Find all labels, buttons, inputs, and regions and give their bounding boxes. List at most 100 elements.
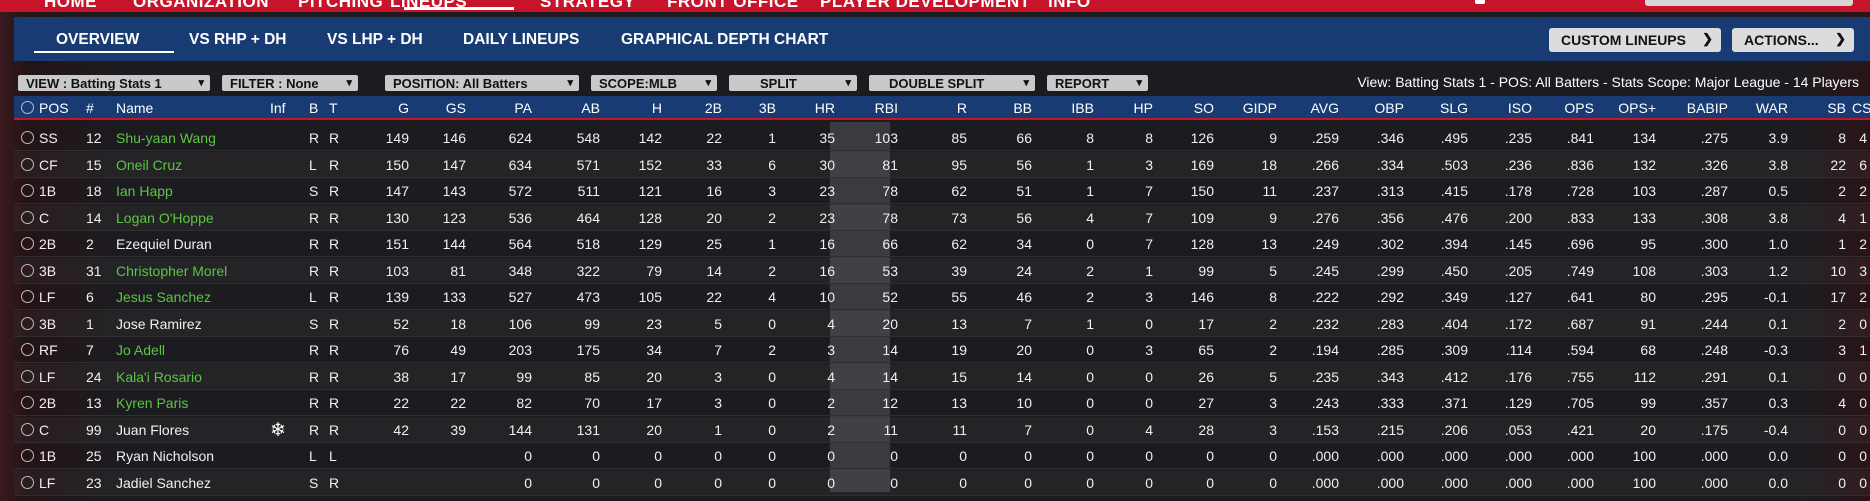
table-row[interactable]: 2B 13 Kyren Paris R R 22 22 82 70 17 3 0 2 12 13 10 0 0 27… — [14, 390, 1870, 416]
cell-name[interactable]: Ian Happ — [116, 183, 173, 199]
table-row[interactable]: LF 24 Kala'i Rosario R R 38 17 99 85 20 3 0 4 14 15 14 0… — [14, 364, 1870, 390]
cell-name[interactable]: Ryan Nicholson — [116, 448, 215, 464]
number-header[interactable]: # — [86, 100, 94, 116]
table-row[interactable]: SS 12 Shu-yaan Wang R R 149 146 624 548 142 22 1 35 1… — [14, 125, 1870, 151]
table-row[interactable]: 1B 25 Ryan Nicholson L L 0 0 0 0 0 0 0 0 0 0 0 0 0.000.00… — [14, 443, 1870, 469]
r-header[interactable]: R — [956, 100, 967, 116]
slg-header[interactable]: SLG — [1439, 100, 1468, 116]
ibb-header[interactable]: IBB — [1071, 100, 1094, 116]
2b-header[interactable]: 2B — [704, 100, 722, 116]
tab-vs-lhp-dh[interactable]: VS LHP + DH — [327, 31, 423, 48]
nav-pitching[interactable]: PITCHING — [298, 0, 384, 11]
split-dropdown[interactable]: SPLIT ▾ — [729, 75, 857, 91]
row-select-radio-icon[interactable] — [21, 264, 34, 277]
row-select-radio-icon[interactable] — [21, 476, 34, 489]
table-row[interactable]: CF 15 Oneil Cruz L R 150 147 634 571 152 33 6 30 81 95… — [14, 152, 1870, 178]
cs-header[interactable]: CS — [1852, 100, 1870, 116]
ops-plus-header[interactable]: OPS+ — [1618, 100, 1656, 116]
row-select-radio-icon[interactable] — [21, 449, 34, 462]
g-header[interactable]: G — [398, 100, 409, 116]
rbi-header[interactable]: RBI — [874, 100, 898, 116]
filter-dropdown[interactable]: FILTER : None ▾ — [222, 75, 358, 91]
row-select-radio-icon[interactable] — [21, 211, 34, 224]
table-row[interactable]: C 99 Juan Flores ❄ R R 42 39 144 131 20 1 0 2 11 11 7 0 4 2… — [14, 417, 1870, 443]
hp-header[interactable]: HP — [1133, 100, 1153, 116]
row-select-radio-icon[interactable] — [21, 317, 34, 330]
row-select-radio-icon[interactable] — [21, 158, 34, 171]
tab-overview[interactable]: OVERVIEW — [56, 31, 140, 48]
row-select-radio-icon[interactable] — [21, 237, 34, 250]
nav-player-development[interactable]: PLAYER DEVELOPMENT — [820, 0, 1031, 11]
nav-lineups[interactable]: LINEUPS — [390, 0, 468, 11]
row-select-radio-icon[interactable] — [21, 423, 34, 436]
table-row[interactable]: RF 7 Jo Adell R R 76 49 203 175 34 7 2 3 14 19 20 0 3 65 2.… — [14, 337, 1870, 363]
cell-name[interactable]: Jose Ramirez — [116, 316, 202, 332]
tab-graphical-depth-chart[interactable]: GRAPHICAL DEPTH CHART — [621, 31, 829, 48]
inf-header[interactable]: Inf — [270, 100, 286, 116]
h-header[interactable]: H — [651, 100, 662, 116]
babip-header[interactable]: BABIP — [1686, 100, 1728, 116]
gidp-header[interactable]: GIDP — [1242, 100, 1277, 116]
name-header[interactable]: Name — [116, 100, 154, 116]
t-header[interactable]: T — [329, 100, 338, 116]
nav-organization[interactable]: ORGANIZATION — [133, 0, 270, 11]
ops-header[interactable]: OPS — [1564, 100, 1594, 116]
tab-daily-lineups[interactable]: DAILY LINEUPS — [463, 31, 580, 48]
cell-name[interactable]: Logan O'Hoppe — [116, 210, 214, 226]
table-row[interactable]: C 14 Logan O'Hoppe R R 130 123 536 464 128 20 2 23 78… — [14, 205, 1870, 231]
top-right-button[interactable] — [1645, 0, 1853, 6]
notification-icon[interactable] — [1475, 0, 1485, 4]
custom-lineups-button[interactable]: CUSTOM LINEUPS ❯ — [1549, 28, 1721, 52]
cell-name[interactable]: Jesus Sanchez — [116, 289, 211, 305]
cell-name[interactable]: Jadiel Sanchez — [116, 475, 211, 491]
pa-header[interactable]: PA — [514, 100, 532, 116]
row-select-radio-icon[interactable] — [21, 184, 34, 197]
nav-home[interactable]: HOME — [44, 0, 97, 11]
cell-name[interactable]: Ezequiel Duran — [116, 236, 212, 252]
cell-so: 28 — [1198, 422, 1214, 438]
table-row[interactable]: 1B 18 Ian Happ S R 147 143 572 511 121 16 3 23 78 62 51… — [14, 178, 1870, 204]
pos-header[interactable]: POS — [39, 100, 69, 116]
hr-header[interactable]: HR — [814, 100, 835, 116]
cell-name[interactable]: Christopher Morel — [116, 263, 228, 279]
cell-name[interactable]: Shu-yaan Wang — [116, 130, 216, 146]
table-row[interactable]: 2B 2 Ezequiel Duran R R 151 144 564 518 129 25 1 16 6… — [14, 231, 1870, 257]
tab-vs-rhp-dh[interactable]: VS RHP + DH — [189, 31, 287, 48]
3b-header[interactable]: 3B — [758, 100, 776, 116]
position-dropdown[interactable]: POSITION: All Batters ▾ — [385, 75, 579, 91]
report-dropdown[interactable]: REPORT ▾ — [1047, 75, 1148, 91]
war-header[interactable]: WAR — [1755, 100, 1788, 116]
row-select-radio-icon[interactable] — [21, 396, 34, 409]
gs-header[interactable]: GS — [445, 100, 466, 116]
cell-name[interactable]: Kyren Paris — [116, 395, 189, 411]
iso-header[interactable]: ISO — [1507, 100, 1532, 116]
avg-header[interactable]: AVG — [1310, 100, 1339, 116]
row-select-radio-icon[interactable] — [21, 343, 34, 356]
b-header[interactable]: B — [309, 100, 319, 116]
bb-header[interactable]: BB — [1013, 100, 1032, 116]
table-row[interactable]: 3B 1 Jose Ramirez S R 52 18 106 99 23 5 0 4 20 13 7 1 0 17… — [14, 311, 1870, 337]
row-select-radio-icon[interactable] — [21, 290, 34, 303]
cell-name[interactable]: Jo Adell — [116, 342, 166, 358]
sb-header[interactable]: SB — [1827, 100, 1846, 116]
cell-babip: .000 — [1700, 475, 1728, 491]
nav-front-office[interactable]: FRONT OFFICE — [667, 0, 799, 11]
row-select-radio-icon[interactable] — [21, 370, 34, 383]
nav-strategy[interactable]: STRATEGY — [540, 0, 636, 11]
view-dropdown[interactable]: VIEW : Batting Stats 1 ▾ — [18, 75, 210, 91]
obp-header[interactable]: OBP — [1374, 100, 1404, 116]
table-row[interactable]: LF 23 Jadiel Sanchez S R 0 0 0 0 0 0 0 0 0 0 0 0 0.000.00… — [14, 470, 1870, 496]
cell-name[interactable]: Oneil Cruz — [116, 157, 183, 173]
scope-dropdown[interactable]: SCOPE:MLB ▾ — [591, 75, 717, 91]
row-select-radio-icon[interactable] — [21, 131, 34, 144]
actions-button[interactable]: ACTIONS... ❯ — [1732, 28, 1854, 52]
table-row[interactable]: LF 6 Jesus Sanchez L R 139 133 527 473 105 22 4 10 52… — [14, 284, 1870, 310]
ab-header[interactable]: AB — [581, 100, 600, 116]
cell-name[interactable]: Juan Flores — [116, 422, 190, 438]
nav-info[interactable]: INFO — [1048, 0, 1091, 11]
double-split-dropdown[interactable]: DOUBLE SPLIT ▾ — [869, 75, 1035, 91]
table-row[interactable]: 3B 31 Christopher Morel R R 103 81 348 322 79 14 2 1… — [14, 258, 1870, 284]
so-header[interactable]: SO — [1193, 100, 1214, 116]
cell-name[interactable]: Kala'i Rosario — [116, 369, 202, 385]
select-all-radio-icon[interactable] — [21, 101, 34, 114]
